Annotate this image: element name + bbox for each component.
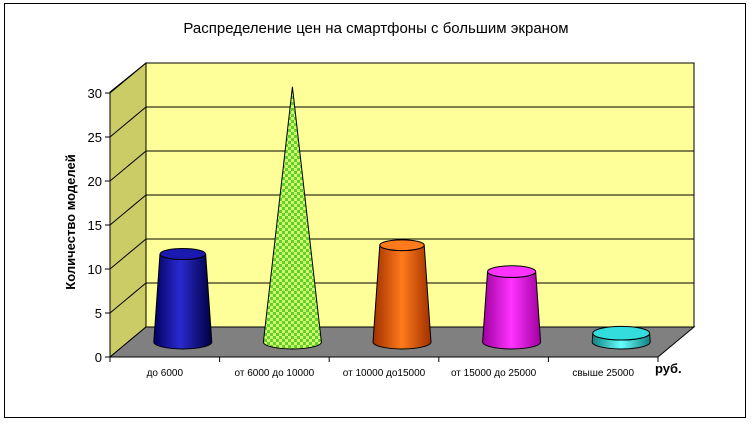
y-tick-label: 20 — [88, 174, 102, 189]
gridline-side — [109, 194, 147, 226]
y-tick-label: 30 — [88, 86, 102, 101]
bar-3 — [372, 239, 432, 350]
gridline-side — [109, 106, 147, 138]
bar-4 — [482, 265, 542, 350]
x-category-label: от 10000 до15000 — [343, 368, 426, 379]
bar-5 — [591, 325, 651, 350]
x-category-label: от 6000 до 10000 — [235, 368, 315, 379]
bar-2 — [262, 86, 322, 350]
x-category-label: свыше 25000 — [572, 368, 634, 379]
y-tick-label: 25 — [88, 130, 102, 145]
y-tick-label: 0 — [95, 350, 102, 365]
gridlines — [109, 62, 694, 314]
x-category-label: до 6000 — [147, 368, 184, 379]
x-category-label: от 15000 до 25000 — [451, 368, 537, 379]
gridline-side — [109, 238, 147, 270]
gridline-side — [109, 150, 147, 182]
gridline-side — [109, 62, 147, 94]
chart-title: Распределение цен на смартфоны с большим… — [183, 20, 568, 37]
y-tick-label: 15 — [88, 218, 102, 233]
x-axis-unit: руб. — [655, 361, 682, 376]
y-tick-label: 5 — [95, 306, 102, 321]
y-axis-label: Количество моделей — [63, 154, 78, 289]
y-tick-label: 10 — [88, 262, 102, 277]
gridline-side — [109, 282, 147, 314]
bar-1 — [153, 247, 213, 350]
